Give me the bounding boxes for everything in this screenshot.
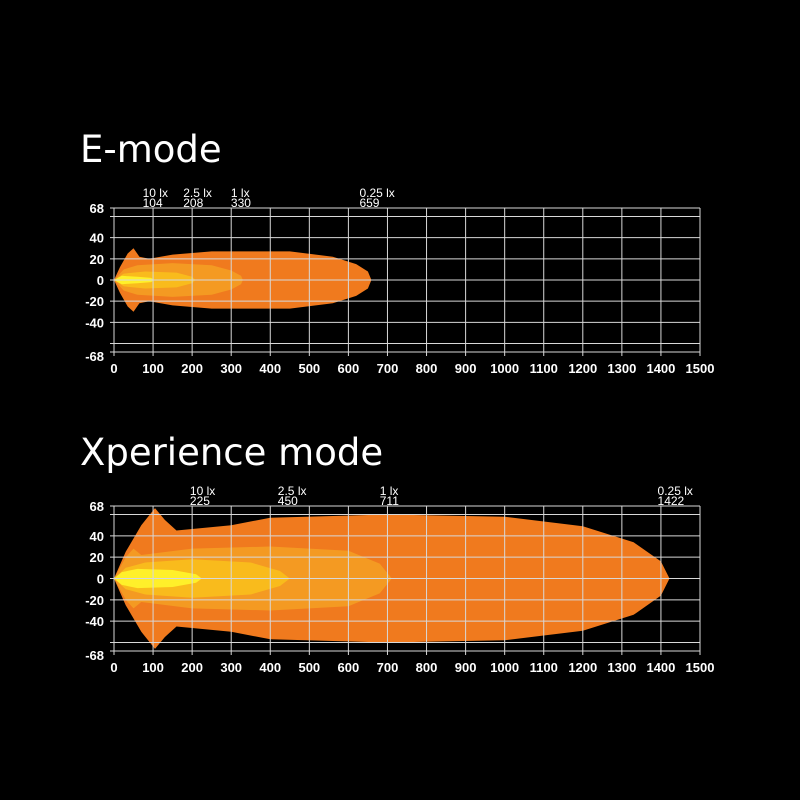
x-tick-label: 1100 bbox=[530, 660, 558, 675]
y-tick-label: -68 bbox=[85, 648, 104, 663]
x-tick-label: 800 bbox=[416, 660, 438, 675]
reach-lux-label: 0.25 lx bbox=[658, 484, 693, 498]
reach-lux-label: 0.25 lx bbox=[359, 186, 394, 200]
reach-distance-label: 450 bbox=[278, 494, 298, 508]
reach-lux-label: 1 lx bbox=[231, 186, 250, 200]
reach-distance-label: 1422 bbox=[658, 494, 685, 508]
reach-distance-label: 104 bbox=[143, 196, 163, 210]
x-tick-label: 500 bbox=[298, 361, 320, 376]
reach-lux-label: 1 lx bbox=[380, 484, 399, 498]
y-tick-label: 0 bbox=[97, 273, 104, 288]
x-tick-label: 0 bbox=[110, 361, 117, 376]
y-tick-label: -40 bbox=[85, 614, 104, 629]
reach-distance-label: 659 bbox=[359, 196, 379, 210]
y-tick-label: -40 bbox=[85, 315, 104, 330]
reach-distance-label: 711 bbox=[380, 494, 399, 508]
x-tick-label: 1100 bbox=[530, 361, 558, 376]
x-tick-label: 1200 bbox=[568, 660, 597, 675]
y-tick-label: -68 bbox=[85, 349, 104, 364]
y-tick-label: 40 bbox=[90, 529, 104, 544]
x-tick-label: 1500 bbox=[686, 361, 715, 376]
x-tick-label: 1200 bbox=[568, 361, 597, 376]
x-tick-label: 1400 bbox=[646, 361, 675, 376]
y-tick-label: 0 bbox=[97, 572, 104, 587]
x-tick-label: 600 bbox=[338, 361, 360, 376]
reach-lux-label: 2.5 lx bbox=[278, 484, 307, 498]
x-tick-label: 500 bbox=[298, 660, 320, 675]
reach-lux-label: 10 lx bbox=[190, 484, 215, 498]
reach-distance-label: 330 bbox=[231, 196, 251, 210]
x-tick-label: 900 bbox=[455, 361, 477, 376]
x-tick-label: 900 bbox=[455, 660, 477, 675]
x-tick-label: 1500 bbox=[686, 660, 715, 675]
x-tick-label: 100 bbox=[142, 361, 164, 376]
x-tick-label: 700 bbox=[377, 660, 399, 675]
x-tick-label: 0 bbox=[110, 660, 117, 675]
x-tick-label: 300 bbox=[220, 660, 242, 675]
x-tick-label: 100 bbox=[142, 660, 164, 675]
x-tick-label: 800 bbox=[416, 361, 438, 376]
y-tick-label: -20 bbox=[85, 294, 104, 309]
chart-title: E-mode bbox=[80, 128, 222, 171]
x-tick-label: 400 bbox=[259, 660, 281, 675]
x-tick-label: 400 bbox=[259, 361, 281, 376]
x-tick-label: 300 bbox=[220, 361, 242, 376]
y-tick-label: 20 bbox=[90, 252, 104, 267]
x-tick-label: 1400 bbox=[646, 660, 675, 675]
x-tick-label: 600 bbox=[338, 660, 360, 675]
x-tick-label: 200 bbox=[181, 660, 203, 675]
y-tick-label: 68 bbox=[90, 201, 104, 216]
x-tick-label: 1300 bbox=[607, 660, 636, 675]
chart-title: Xperience mode bbox=[80, 431, 383, 474]
x-tick-label: 1000 bbox=[490, 660, 519, 675]
reach-distance-label: 208 bbox=[183, 196, 203, 210]
x-tick-label: 1000 bbox=[490, 361, 519, 376]
x-tick-label: 1300 bbox=[607, 361, 636, 376]
y-tick-label: 40 bbox=[90, 231, 104, 246]
y-tick-label: 20 bbox=[90, 550, 104, 565]
x-tick-label: 700 bbox=[377, 361, 399, 376]
y-tick-label: 68 bbox=[90, 499, 104, 514]
reach-distance-label: 225 bbox=[190, 494, 210, 508]
x-tick-label: 200 bbox=[181, 361, 203, 376]
reach-lux-label: 2.5 lx bbox=[183, 186, 212, 200]
reach-lux-label: 10 lx bbox=[143, 186, 168, 200]
y-tick-label: -20 bbox=[85, 593, 104, 608]
